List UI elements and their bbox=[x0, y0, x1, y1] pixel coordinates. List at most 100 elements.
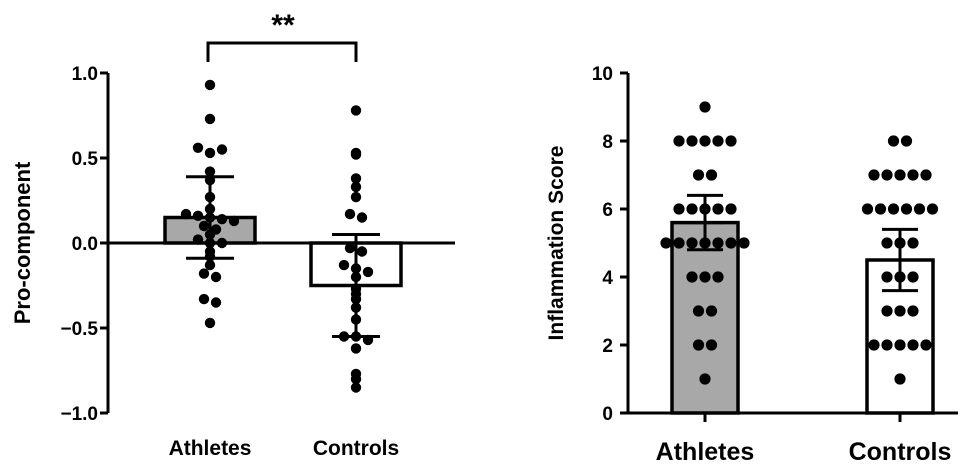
data-point bbox=[887, 135, 900, 147]
data-point bbox=[725, 237, 737, 249]
data-point bbox=[350, 343, 362, 354]
y-tick-label: 10 bbox=[592, 64, 613, 85]
data-point bbox=[660, 237, 672, 249]
data-point bbox=[699, 271, 711, 283]
data-point bbox=[216, 214, 228, 225]
data-point bbox=[900, 135, 913, 147]
data-point bbox=[712, 135, 724, 147]
data-point bbox=[204, 317, 216, 329]
data-point bbox=[712, 271, 724, 283]
y-tick-label: −0.5 bbox=[60, 319, 98, 340]
y-tick-label: 1.0 bbox=[72, 64, 98, 85]
data-point bbox=[338, 259, 350, 271]
data-point bbox=[192, 142, 204, 153]
data-point bbox=[686, 203, 698, 215]
data-point bbox=[350, 105, 362, 116]
data-point bbox=[673, 203, 685, 215]
data-point bbox=[356, 212, 368, 223]
data-point bbox=[198, 220, 210, 232]
data-point bbox=[192, 210, 204, 221]
data-point bbox=[894, 339, 906, 351]
data-point bbox=[868, 339, 880, 351]
data-point bbox=[705, 169, 718, 181]
data-point bbox=[712, 203, 724, 215]
data-point bbox=[881, 169, 893, 181]
data-point bbox=[900, 203, 913, 215]
data-point bbox=[216, 144, 228, 155]
data-point bbox=[198, 268, 210, 279]
data-point bbox=[725, 203, 737, 215]
data-point bbox=[204, 259, 216, 271]
data-point bbox=[926, 203, 939, 215]
data-point bbox=[699, 101, 711, 113]
chart-inflammation-score: Inflammation Score 10 8 6 4 2 0 Athletes Cont… bbox=[545, 64, 958, 465]
y-tick-label: 0.5 bbox=[72, 149, 99, 170]
y-tick-label: 0.0 bbox=[72, 234, 98, 255]
data-point bbox=[894, 305, 906, 317]
significance-label: ** bbox=[271, 9, 295, 42]
data-point bbox=[712, 237, 724, 249]
data-point bbox=[350, 173, 362, 184]
data-point bbox=[204, 79, 216, 91]
data-point bbox=[198, 293, 210, 305]
data-point bbox=[868, 169, 880, 181]
data-point bbox=[861, 203, 874, 215]
data-point bbox=[907, 169, 919, 181]
data-point bbox=[692, 169, 705, 181]
chart-pro-component: Pro-component 1.0 0.5 0.0 −0.5 −1.0 Athletes… bbox=[10, 9, 455, 460]
data-point bbox=[686, 135, 698, 147]
data-point bbox=[350, 181, 362, 193]
data-point bbox=[738, 237, 750, 249]
data-point bbox=[350, 373, 362, 385]
data-point bbox=[350, 382, 362, 393]
y-tick-label: 8 bbox=[602, 132, 613, 153]
data-point bbox=[350, 191, 362, 203]
y-tick-label: −1.0 bbox=[60, 404, 98, 425]
x-tick-label-controls: Controls bbox=[313, 437, 399, 460]
data-point bbox=[350, 149, 362, 160]
data-point bbox=[204, 166, 216, 177]
data-point bbox=[344, 242, 356, 254]
data-point bbox=[907, 237, 919, 249]
y-tick-label: 2 bbox=[602, 336, 613, 357]
x-tick-label-athletes: Athletes bbox=[169, 437, 252, 460]
data-point bbox=[881, 305, 893, 317]
data-point bbox=[204, 147, 216, 159]
data-point bbox=[362, 266, 374, 278]
data-point bbox=[673, 135, 685, 147]
data-point bbox=[907, 339, 919, 351]
data-point bbox=[920, 169, 932, 181]
data-point bbox=[356, 246, 368, 257]
data-point bbox=[881, 339, 893, 351]
data-point bbox=[210, 271, 222, 283]
data-point bbox=[692, 305, 705, 317]
x-tick-label-athletes: Athletes bbox=[656, 438, 755, 465]
data-point bbox=[204, 113, 216, 125]
significance-bracket bbox=[206, 41, 358, 62]
y-tick-label: 0 bbox=[602, 404, 613, 425]
y-tick-label: 6 bbox=[602, 200, 613, 221]
data-point bbox=[907, 271, 919, 283]
data-point bbox=[210, 297, 222, 308]
data-point bbox=[692, 339, 705, 351]
y-axis-label: Inflammation Score bbox=[545, 146, 568, 341]
data-point bbox=[894, 373, 906, 385]
y-tick-label: 4 bbox=[602, 268, 613, 289]
data-point bbox=[705, 339, 718, 351]
data-point bbox=[673, 237, 685, 249]
data-point bbox=[907, 305, 919, 317]
y-axis-label: Pro-component bbox=[10, 161, 35, 324]
data-point bbox=[887, 203, 900, 215]
data-point bbox=[699, 135, 711, 147]
data-point bbox=[894, 169, 906, 181]
data-point bbox=[913, 203, 926, 215]
data-point bbox=[686, 237, 698, 249]
data-point bbox=[874, 203, 887, 215]
data-point bbox=[725, 135, 737, 147]
data-point bbox=[881, 237, 893, 249]
x-tick-label-controls: Controls bbox=[849, 438, 952, 465]
data-point bbox=[686, 271, 698, 283]
data-point bbox=[344, 208, 356, 220]
data-point bbox=[705, 305, 718, 317]
